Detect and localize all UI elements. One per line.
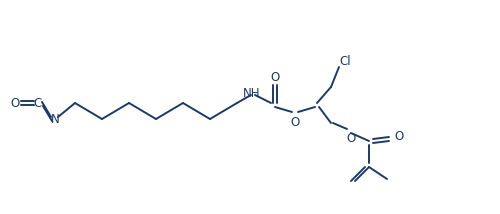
Text: O: O: [290, 116, 300, 128]
Text: O: O: [270, 70, 280, 83]
Text: O: O: [10, 97, 20, 110]
Text: O: O: [346, 131, 356, 144]
Text: C: C: [34, 97, 42, 110]
Text: Cl: Cl: [339, 55, 351, 67]
Text: N: N: [50, 113, 59, 125]
Text: O: O: [394, 131, 404, 144]
Text: NH: NH: [243, 86, 261, 100]
